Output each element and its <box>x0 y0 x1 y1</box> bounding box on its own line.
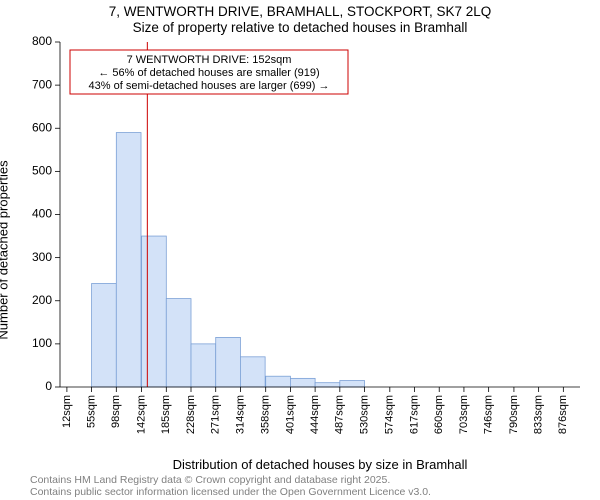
chart-plot: 0100200300400500600700800 12sqm55sqm98sq… <box>60 42 580 387</box>
svg-text:487sqm: 487sqm <box>334 395 346 434</box>
svg-text:444sqm: 444sqm <box>309 395 321 434</box>
svg-text:876sqm: 876sqm <box>557 395 569 434</box>
svg-text:12sqm: 12sqm <box>61 395 73 428</box>
bar <box>116 133 141 387</box>
svg-text:100: 100 <box>32 336 52 350</box>
svg-text:401sqm: 401sqm <box>284 395 296 434</box>
svg-text:530sqm: 530sqm <box>358 395 370 434</box>
svg-text:98sqm: 98sqm <box>110 395 122 428</box>
svg-text:55sqm: 55sqm <box>86 395 98 428</box>
title-line2: Size of property relative to detached ho… <box>0 20 600 36</box>
callout-line2: ← 56% of detached houses are smaller (91… <box>98 67 319 79</box>
bar <box>290 378 315 387</box>
x-ticks: 12sqm 55sqm 98sqm 142sqm 185sqm 228sqm 271sqm 3… <box>61 387 569 434</box>
svg-text:271sqm: 271sqm <box>210 395 222 434</box>
title-block: 7, WENTWORTH DRIVE, BRAMHALL, STOCKPORT,… <box>0 4 600 36</box>
svg-text:228sqm: 228sqm <box>185 395 197 434</box>
svg-text:0: 0 <box>45 379 52 393</box>
svg-text:790sqm: 790sqm <box>508 395 520 434</box>
bars <box>92 133 365 387</box>
bar <box>266 376 291 387</box>
svg-text:746sqm: 746sqm <box>483 395 495 434</box>
svg-text:400: 400 <box>32 207 52 221</box>
svg-text:833sqm: 833sqm <box>533 395 545 434</box>
svg-text:300: 300 <box>32 250 52 264</box>
svg-text:185sqm: 185sqm <box>160 395 172 434</box>
figure-root: 7, WENTWORTH DRIVE, BRAMHALL, STOCKPORT,… <box>0 0 600 500</box>
svg-text:358sqm: 358sqm <box>260 395 272 434</box>
svg-text:800: 800 <box>32 34 52 48</box>
callout: 7 WENTWORTH DRIVE: 152sqm ← 56% of detac… <box>70 50 348 94</box>
svg-text:142sqm: 142sqm <box>135 395 147 434</box>
svg-text:500: 500 <box>32 164 52 178</box>
attribution-line2: Contains public sector information licen… <box>30 486 431 498</box>
svg-text:574sqm: 574sqm <box>384 395 396 434</box>
svg-text:200: 200 <box>32 293 52 307</box>
svg-text:703sqm: 703sqm <box>458 395 470 434</box>
x-axis-label: Distribution of detached houses by size … <box>60 457 580 472</box>
attribution: Contains HM Land Registry data © Crown c… <box>30 474 431 498</box>
attribution-line1: Contains HM Land Registry data © Crown c… <box>30 474 431 486</box>
svg-text:700: 700 <box>32 77 52 91</box>
svg-text:660sqm: 660sqm <box>433 395 445 434</box>
svg-text:314sqm: 314sqm <box>234 395 246 434</box>
svg-text:617sqm: 617sqm <box>408 395 420 434</box>
y-ticks: 0 100 200 300 400 500 600 700 800 <box>32 34 60 393</box>
bar <box>166 299 191 387</box>
title-line1: 7, WENTWORTH DRIVE, BRAMHALL, STOCKPORT,… <box>0 4 600 20</box>
bar <box>315 383 340 387</box>
bar <box>191 344 216 387</box>
bar <box>340 381 365 387</box>
bar <box>92 284 117 388</box>
callout-line1: 7 WENTWORTH DRIVE: 152sqm <box>127 54 292 66</box>
bar <box>216 337 241 387</box>
bar <box>240 357 265 387</box>
svg-text:600: 600 <box>32 120 52 134</box>
bar <box>142 236 167 387</box>
callout-line3: 43% of semi-detached houses are larger (… <box>89 80 330 92</box>
y-axis-label: Number of detached properties <box>0 160 11 339</box>
